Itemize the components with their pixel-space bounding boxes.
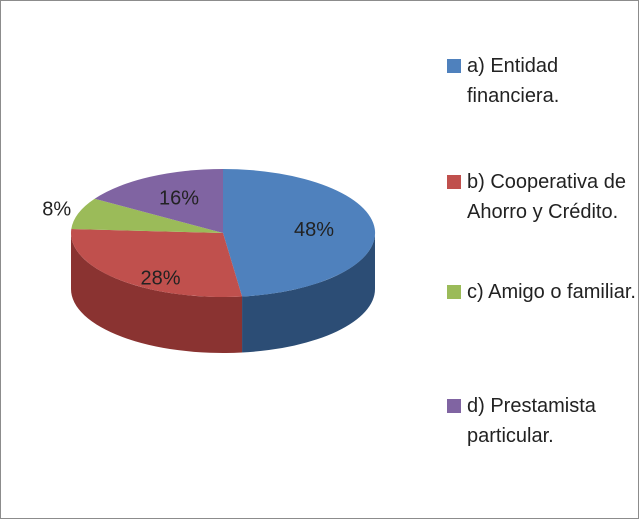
legend-item: a) Entidad financiera. (447, 51, 637, 111)
legend-swatch (447, 285, 461, 299)
legend-label: a) Entidad financiera. (467, 55, 560, 107)
legend-label: b) Cooperativa de Ahorro y Crédito. (467, 171, 626, 223)
data-label: 48% (294, 219, 334, 241)
legend-swatch (447, 175, 461, 189)
slice (223, 169, 376, 297)
legend-label: d) Prestamista particular. (467, 395, 596, 447)
legend-label: c) Amigo o familiar. (467, 281, 636, 303)
legend-item: c) Amigo o familiar. (447, 277, 637, 307)
legend-item: b) Cooperativa de Ahorro y Crédito. (447, 167, 637, 227)
data-label: 16% (159, 188, 199, 210)
legend-swatch (447, 59, 461, 73)
slice-side (242, 233, 376, 353)
slice (94, 169, 223, 233)
legend-swatch (447, 399, 461, 413)
legend-item: d) Prestamista particular. (447, 391, 637, 451)
slice (70, 228, 243, 298)
slice-side (71, 233, 243, 354)
slice (71, 198, 223, 233)
data-label: 8% (42, 199, 71, 221)
data-label: 28% (141, 267, 181, 289)
